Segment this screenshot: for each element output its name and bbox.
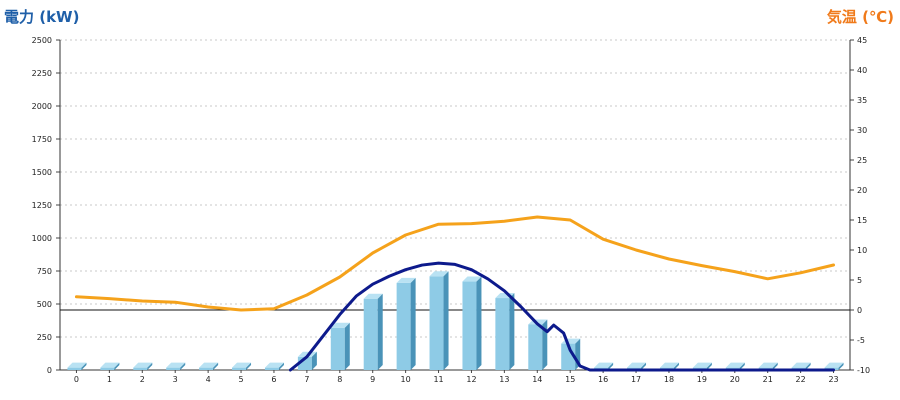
bar (462, 276, 482, 370)
bar (100, 362, 120, 370)
left-tick-label: 2000 (32, 102, 52, 111)
x-tick-label: 13 (499, 375, 509, 384)
bar (495, 293, 515, 370)
bar (528, 319, 548, 370)
left-tick-label: 1750 (32, 135, 52, 144)
bar (133, 362, 153, 370)
right-tick-label: 40 (857, 66, 867, 75)
left-tick-label: 1500 (32, 168, 52, 177)
left-tick-label: 1250 (32, 201, 52, 210)
x-tick-label: 22 (796, 375, 806, 384)
x-tick-label: 6 (271, 375, 276, 384)
x-tick-label: 8 (337, 375, 342, 384)
left-tick-label: 1000 (32, 234, 52, 243)
left-tick-label: 750 (37, 267, 52, 276)
x-tick-label: 9 (370, 375, 375, 384)
x-tick-label: 17 (631, 375, 641, 384)
right-tick-label: 25 (857, 156, 867, 165)
left-tick-label: 0 (47, 366, 52, 375)
x-tick-label: 15 (565, 375, 575, 384)
x-tick-label: 16 (598, 375, 608, 384)
bar (67, 362, 87, 370)
power-line (288, 261, 836, 372)
x-tick-label: 18 (664, 375, 674, 384)
left-tick-label: 250 (37, 333, 52, 342)
bar (561, 338, 581, 370)
left-tick-label: 2500 (32, 36, 52, 45)
bar (396, 277, 416, 370)
x-tick-label: 23 (828, 375, 838, 384)
left-tick-label: 500 (37, 300, 52, 309)
x-tick-label: 20 (730, 375, 740, 384)
right-tick-label: 10 (857, 246, 867, 255)
x-tick-label: 1 (107, 375, 112, 384)
bar (264, 362, 284, 370)
right-tick-label: 0 (857, 306, 862, 315)
x-tick-label: 10 (401, 375, 411, 384)
x-tick-label: 11 (433, 375, 443, 384)
x-tick-label: 3 (173, 375, 178, 384)
right-tick-label: 30 (857, 126, 867, 135)
bar (199, 362, 219, 370)
right-tick-label: -5 (857, 336, 865, 345)
x-tick-label: 5 (238, 375, 243, 384)
x-tick-label: 7 (304, 375, 309, 384)
x-tick-label: 0 (74, 375, 79, 384)
bar (232, 362, 252, 370)
bar (363, 293, 383, 370)
right-tick-label: 35 (857, 96, 867, 105)
x-tick-label: 21 (763, 375, 773, 384)
right-axis-title: 気温 (℃) (826, 8, 894, 26)
bar (166, 362, 186, 370)
x-tick-label: 19 (697, 375, 707, 384)
right-tick-label: 45 (857, 36, 867, 45)
right-tick-label: 15 (857, 216, 867, 225)
x-tick-label: 4 (206, 375, 211, 384)
right-tick-label: -10 (857, 366, 870, 375)
x-tick-label: 2 (140, 375, 145, 384)
x-tick-label: 12 (466, 375, 476, 384)
temperature-line (74, 215, 836, 312)
right-tick-label: 5 (857, 276, 862, 285)
left-axis-title: 電力 (kW) (4, 8, 80, 26)
bar (429, 271, 449, 370)
right-tick-label: 20 (857, 186, 867, 195)
bar (330, 322, 350, 370)
left-tick-label: 2250 (32, 69, 52, 78)
x-tick-label: 14 (532, 375, 542, 384)
